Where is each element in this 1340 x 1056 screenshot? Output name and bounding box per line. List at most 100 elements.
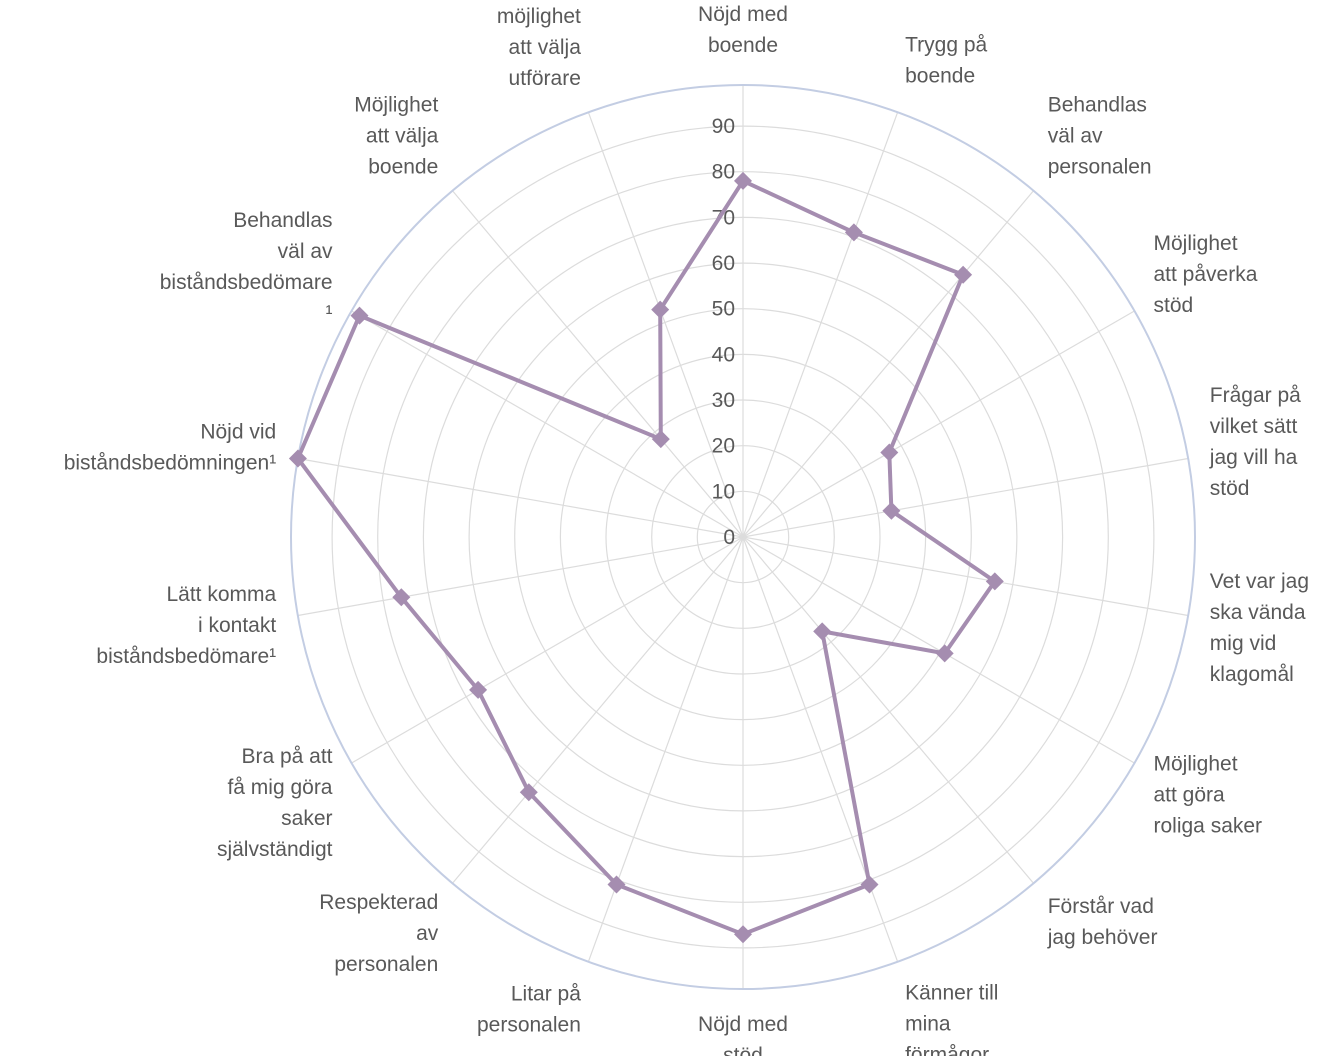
category-labels: Nöjd med boende Trygg på boende Behandlas väl… <box>64 0 1309 1056</box>
category-label-line: Känner till <box>905 982 998 1005</box>
category-label-line: förmågor <box>905 1044 989 1056</box>
category-label: Trygg på boende <box>905 33 987 87</box>
category-label-line: att påverka <box>1154 263 1258 286</box>
category-label-line: utförare <box>509 67 581 90</box>
category-label: Nöjd med boende <box>698 3 788 57</box>
category-label-line: boende <box>905 64 975 87</box>
tick-label: 60 <box>712 252 735 275</box>
category-label-line: klagomål <box>1210 663 1294 686</box>
category-label-line: boende <box>368 156 438 179</box>
data-point <box>734 171 752 190</box>
category-label-line: Möjlighet <box>354 94 438 117</box>
tick-label: 0 <box>723 526 735 549</box>
category-label-line: Trygg på <box>905 33 987 56</box>
category-label: Litar på personalen <box>477 983 581 1037</box>
data-point <box>519 783 538 802</box>
category-label-line: vilket sätt <box>1210 415 1298 438</box>
category-label-line: Nöjd med <box>698 1013 788 1036</box>
category-label-line: Lätt komma <box>166 583 276 606</box>
radar-ring <box>331 125 1155 949</box>
tick-label: 50 <box>712 298 735 321</box>
category-label: Möjlighet att välja boende <box>354 94 438 179</box>
tick-label: 10 <box>712 480 735 503</box>
radar-spoke <box>742 536 899 962</box>
radar-spoke <box>297 457 744 538</box>
category-label-line: Nöjd med <box>698 3 788 26</box>
category-label-line: boende <box>708 34 778 57</box>
category-label-line: ¹ <box>326 302 333 325</box>
data-point <box>844 223 863 242</box>
category-label-line: få mig göra <box>227 776 332 799</box>
radar-spoke <box>742 536 1135 764</box>
radar-spoke <box>587 536 744 962</box>
radar-ring <box>468 262 1018 812</box>
category-label-line: att göra <box>1154 784 1226 807</box>
category-label-line: stöd <box>1154 294 1194 317</box>
radar-grid <box>290 84 1196 990</box>
category-label-line: personalen <box>1048 156 1152 179</box>
category-label-line: i kontakt <box>198 614 276 637</box>
radar-spoke <box>742 112 899 538</box>
data-point <box>288 449 307 468</box>
category-label-line: biståndsbedömare¹ <box>96 645 276 668</box>
category-label: Respekterad av personalen <box>319 891 439 976</box>
radar-spoke <box>742 536 1034 884</box>
data-point <box>935 644 954 663</box>
radar-ring <box>514 308 972 766</box>
category-label-line: att välja <box>366 125 439 148</box>
data-point <box>469 680 488 699</box>
category-label: Behandlas väl av personalen <box>1048 94 1152 179</box>
category-label: Känner till mina förmågor <box>905 982 998 1056</box>
radar-spoke <box>742 536 1189 617</box>
data-point <box>882 501 901 520</box>
category-label: Förstår vad jag behöver <box>1047 895 1158 949</box>
category-label-line: biståndsbedömningen¹ <box>64 451 276 474</box>
category-label-line: Möjlighet <box>1154 232 1238 255</box>
tick-label: 90 <box>712 115 735 138</box>
category-label-line: Möjlighet <box>1154 753 1238 776</box>
radar-spoke <box>742 190 1034 538</box>
category-label-line: roliga saker <box>1154 815 1263 838</box>
category-label-line: väl av <box>278 240 333 263</box>
category-label: Behandlas väl av biståndsbedömare ¹ <box>160 209 333 325</box>
radar-ring <box>422 216 1064 858</box>
data-point <box>392 588 411 607</box>
radar-spoke <box>742 310 1135 538</box>
category-label-line: Litar på <box>511 983 581 1006</box>
data-point <box>813 622 832 641</box>
data-point <box>880 443 899 462</box>
radar-spoke <box>452 536 744 884</box>
data-point <box>734 925 752 944</box>
category-label-line: Frågar på <box>1210 384 1301 407</box>
category-label: Frågar på vilket sätt jag vill ha stöd <box>1209 384 1301 500</box>
data-point <box>860 875 879 894</box>
tick-label: 80 <box>712 161 735 184</box>
data-point <box>607 875 626 894</box>
radar-spoke <box>452 190 744 538</box>
category-label-line: möjlighet <box>497 5 581 28</box>
category-label-line: personalen <box>477 1014 581 1037</box>
category-label-line: mig vid <box>1210 632 1277 655</box>
category-label-line: Behandlas <box>233 209 332 232</box>
category-label-line: självständigt <box>217 838 333 861</box>
data-point <box>985 572 1004 591</box>
category-label-line: väl av <box>1048 125 1103 148</box>
tick-label: 20 <box>712 435 735 458</box>
radar-spoke <box>351 536 744 764</box>
radar-ring <box>559 353 927 721</box>
data-point <box>651 430 670 449</box>
data-series <box>288 171 1004 944</box>
category-label: Lätt komma i kontakt biståndsbedömare¹ <box>96 583 276 668</box>
category-label-line: Nöjd vid <box>200 420 276 443</box>
data-point <box>651 300 670 319</box>
category-label-line: Behandlas <box>1048 94 1147 117</box>
radar-spoke <box>742 457 1189 538</box>
category-label-line: mina <box>905 1013 951 1036</box>
category-label-line: Vet var jag <box>1210 570 1309 593</box>
category-label-line: stöd <box>1210 477 1250 500</box>
category-label: Möjlighet att göra roliga saker <box>1154 753 1263 838</box>
data-point <box>954 265 973 284</box>
category-label-line: av <box>416 922 439 945</box>
category-label-line: jag vill ha <box>1209 446 1298 469</box>
